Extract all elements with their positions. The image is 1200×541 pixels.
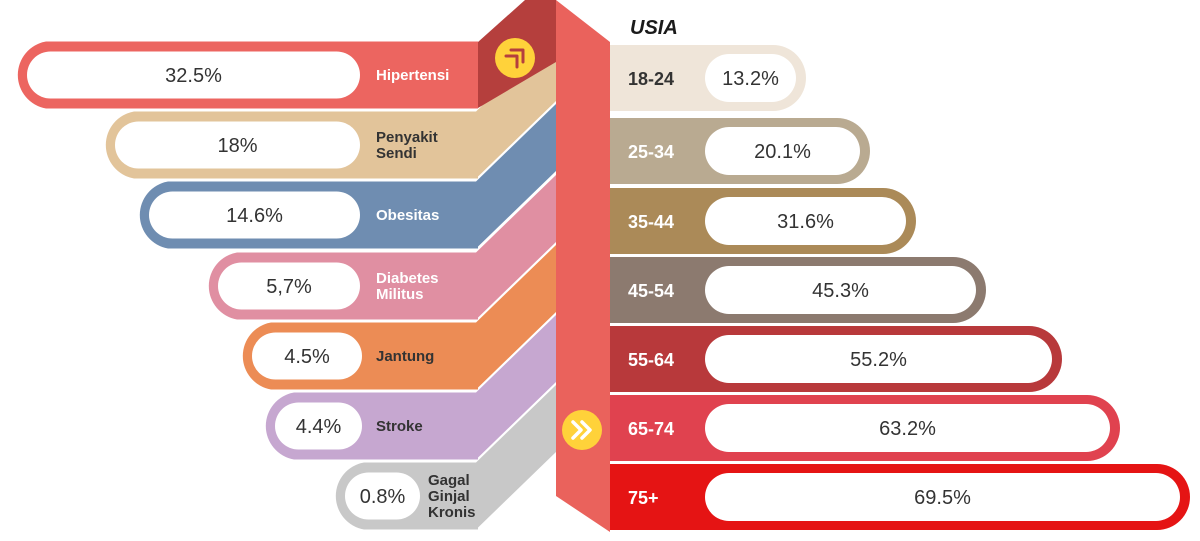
value-label: 14.6% bbox=[226, 205, 283, 227]
value-label: 63.2% bbox=[879, 418, 936, 440]
connector-band bbox=[476, 245, 556, 390]
disease-bars: 32.5% Hipertensi 18% Penyakit Sendi 14.6% Obes… bbox=[17, 41, 479, 530]
category-label: Diabetes Militus bbox=[376, 270, 439, 303]
category-label: 18-24 bbox=[628, 69, 674, 89]
category-label: 75+ bbox=[628, 488, 659, 508]
value-pill bbox=[345, 472, 420, 520]
value-label: 5,7% bbox=[266, 276, 312, 298]
value-label: 20.1% bbox=[754, 141, 811, 163]
category-label: Jantung bbox=[376, 348, 434, 365]
category-label: 55-64 bbox=[628, 350, 674, 370]
category-label: 35-44 bbox=[628, 212, 674, 232]
connector-band bbox=[476, 175, 556, 320]
category-label: Hipertensi bbox=[376, 67, 449, 84]
category-label: 45-54 bbox=[628, 281, 674, 301]
connector-layer bbox=[476, 0, 556, 530]
value-label: 18% bbox=[217, 135, 257, 157]
category-label: Penyakit Sendi bbox=[376, 129, 438, 162]
category-label: Obesitas bbox=[376, 207, 439, 224]
age-bars: 13.2% 18-24 20.1% 25-34 31.6% 35-44 45.3% 45-54… bbox=[610, 45, 1190, 530]
category-label: Gagal Ginjal Kronis bbox=[428, 472, 476, 521]
value-pill bbox=[252, 332, 362, 380]
center-band bbox=[556, 0, 610, 532]
value-label: 55.2% bbox=[850, 349, 907, 371]
double-chevron-right-circle-icon bbox=[562, 410, 602, 450]
value-pill bbox=[705, 335, 1052, 383]
category-label: Stroke bbox=[376, 418, 423, 435]
chart-title: USIA bbox=[630, 17, 678, 39]
value-label: 69.5% bbox=[914, 487, 971, 509]
category-label: 65-74 bbox=[628, 419, 674, 439]
value-pill bbox=[115, 121, 360, 169]
value-pill bbox=[149, 191, 360, 239]
connector-band bbox=[476, 385, 556, 530]
connector-band bbox=[476, 315, 556, 460]
value-label: 32.5% bbox=[165, 65, 222, 87]
connector-band bbox=[476, 104, 556, 249]
value-pill bbox=[275, 402, 362, 450]
value-label: 31.6% bbox=[777, 211, 834, 233]
value-pill bbox=[705, 404, 1110, 452]
icon-layer bbox=[495, 38, 602, 450]
center-band-face bbox=[556, 0, 610, 532]
arrow-up-right-circle-icon bbox=[495, 38, 535, 78]
value-label: 4.5% bbox=[284, 346, 330, 368]
value-label: 0.8% bbox=[360, 486, 406, 508]
value-label: 45.3% bbox=[812, 280, 869, 302]
value-pill bbox=[705, 197, 906, 245]
category-label: 25-34 bbox=[628, 142, 674, 162]
value-label: 4.4% bbox=[296, 416, 342, 438]
value-pill bbox=[705, 473, 1180, 521]
value-pill bbox=[705, 266, 976, 314]
value-pill bbox=[705, 54, 796, 102]
value-pill bbox=[27, 51, 360, 99]
value-label: 13.2% bbox=[722, 68, 779, 90]
value-pill bbox=[705, 127, 860, 175]
value-pill bbox=[218, 262, 360, 310]
